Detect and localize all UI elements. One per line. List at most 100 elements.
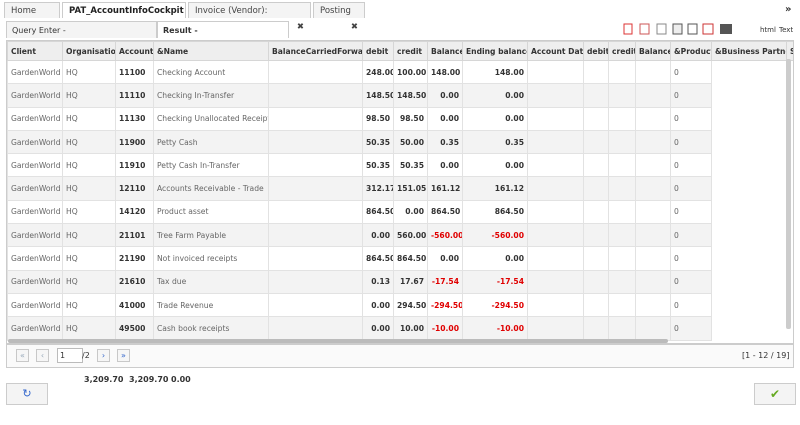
cell[interactable] bbox=[635, 176, 671, 201]
cell[interactable]: -10.00 bbox=[462, 316, 528, 341]
cell[interactable] bbox=[583, 59, 609, 85]
column-header[interactable]: BalanceCarriedForward bbox=[268, 41, 363, 61]
cell[interactable]: 0.00 bbox=[427, 83, 463, 108]
tab[interactable]: Home (17) bbox=[4, 2, 60, 32]
table-row[interactable]: GardenWorld HQ 11130 Checking Unallocated R… bbox=[7, 106, 793, 131]
text-export[interactable]: Text bbox=[779, 26, 794, 34]
cell[interactable]: 0.00 bbox=[462, 106, 528, 131]
column-header[interactable]: credit bbox=[393, 41, 428, 61]
cell[interactable]: Checking Unallocated Receipts bbox=[153, 106, 269, 131]
cell[interactable]: Cash book receipts bbox=[153, 316, 269, 341]
cell[interactable]: Product asset bbox=[153, 199, 269, 225]
cell[interactable]: 17.67 bbox=[393, 269, 428, 294]
cell[interactable]: Tax due bbox=[153, 269, 269, 294]
cell[interactable]: 100.00 bbox=[393, 59, 428, 85]
cell[interactable] bbox=[583, 246, 609, 271]
cell[interactable] bbox=[527, 246, 584, 271]
cell[interactable]: 50.35 bbox=[362, 129, 394, 155]
cell[interactable]: 148.00 bbox=[427, 59, 463, 85]
cell[interactable]: 0 bbox=[670, 246, 712, 271]
cell[interactable] bbox=[635, 83, 671, 108]
cell[interactable] bbox=[583, 106, 609, 131]
cell[interactable]: 21101 bbox=[115, 223, 154, 248]
cell[interactable] bbox=[635, 316, 671, 341]
cell[interactable] bbox=[608, 129, 636, 155]
cell[interactable] bbox=[608, 246, 636, 271]
cell[interactable] bbox=[635, 223, 671, 248]
cell[interactable]: GardenWorld bbox=[7, 316, 63, 341]
refresh-button[interactable]: ↻ bbox=[6, 383, 48, 405]
cell[interactable] bbox=[608, 223, 636, 248]
cell[interactable] bbox=[527, 292, 584, 318]
cell[interactable]: HQ bbox=[62, 106, 116, 131]
cell[interactable] bbox=[608, 106, 636, 131]
cell[interactable]: -294.50 bbox=[462, 292, 528, 318]
cell[interactable]: 0.00 bbox=[462, 83, 528, 108]
cell[interactable]: GardenWorld bbox=[7, 223, 63, 248]
cell[interactable]: 0 bbox=[670, 316, 712, 341]
ok-button[interactable]: ✔ bbox=[754, 383, 796, 405]
page-input[interactable]: 1 bbox=[57, 348, 83, 363]
cell[interactable]: 312.17 bbox=[362, 176, 394, 201]
cell[interactable]: Petty Cash bbox=[153, 129, 269, 155]
cell[interactable]: Not invoiced receipts bbox=[153, 246, 269, 271]
cell[interactable]: 49500 bbox=[115, 316, 154, 341]
cell[interactable] bbox=[527, 176, 584, 201]
next-page[interactable]: › bbox=[97, 349, 110, 362]
cell[interactable] bbox=[608, 83, 636, 108]
column-header[interactable]: Client bbox=[7, 41, 63, 61]
tab[interactable]: PAT_AccountInfoCockpit✖ bbox=[62, 2, 186, 32]
cell[interactable]: 161.12 bbox=[462, 176, 528, 201]
tab-label[interactable]: Posting bbox=[320, 6, 351, 16]
cell[interactable] bbox=[608, 153, 636, 178]
column-header[interactable]: Balance bbox=[635, 41, 671, 61]
cell[interactable]: GardenWorld bbox=[7, 176, 63, 201]
cell[interactable]: GardenWorld bbox=[7, 153, 63, 178]
table-row[interactable]: GardenWorld HQ 21101 Tree Farm Payable 0.00 5… bbox=[7, 223, 793, 248]
cell[interactable]: Tree Farm Payable bbox=[153, 223, 269, 248]
cell[interactable] bbox=[268, 316, 363, 341]
cell[interactable] bbox=[527, 153, 584, 178]
cell[interactable] bbox=[527, 59, 584, 85]
cell[interactable] bbox=[268, 269, 363, 294]
cell[interactable]: 294.50 bbox=[393, 292, 428, 318]
table-row[interactable]: GardenWorld HQ 11100 Checking Account 248.00… bbox=[7, 59, 793, 85]
table-row[interactable]: GardenWorld HQ 41000 Trade Revenue 0.00 294.5… bbox=[7, 292, 793, 318]
cell[interactable] bbox=[635, 129, 671, 155]
cell[interactable] bbox=[635, 292, 671, 318]
cell[interactable]: Trade Revenue bbox=[153, 292, 269, 318]
h-scrollbar[interactable] bbox=[8, 339, 668, 343]
cell[interactable]: 0.00 bbox=[427, 153, 463, 178]
cell[interactable]: 0 bbox=[670, 106, 712, 131]
cell[interactable]: 0 bbox=[670, 176, 712, 201]
cell[interactable] bbox=[583, 83, 609, 108]
cell[interactable]: -294.50 bbox=[427, 292, 463, 318]
cell[interactable]: GardenWorld bbox=[7, 269, 63, 294]
cell[interactable]: 151.05 bbox=[393, 176, 428, 201]
cell[interactable]: 864.50 bbox=[427, 199, 463, 225]
cell[interactable]: HQ bbox=[62, 316, 116, 341]
cell[interactable] bbox=[635, 106, 671, 131]
cell[interactable]: HQ bbox=[62, 176, 116, 201]
tab-close[interactable]: ✖ bbox=[296, 22, 304, 32]
cell[interactable]: 0.00 bbox=[427, 246, 463, 271]
cell[interactable]: 148.50 bbox=[393, 83, 428, 108]
cell[interactable]: HQ bbox=[62, 223, 116, 248]
cell[interactable]: 864.50 bbox=[362, 246, 394, 271]
cell[interactable] bbox=[635, 269, 671, 294]
cell[interactable]: HQ bbox=[62, 129, 116, 155]
column-header[interactable]: Account Date bbox=[527, 41, 584, 61]
cell[interactable] bbox=[268, 83, 363, 108]
cell[interactable] bbox=[635, 199, 671, 225]
cell[interactable]: -17.54 bbox=[427, 269, 463, 294]
subtab[interactable]: Query Enter - BalanceOfAccountsList bbox=[6, 21, 157, 52]
v-scrollbar[interactable] bbox=[786, 59, 791, 329]
cell[interactable] bbox=[527, 83, 584, 108]
cell[interactable]: 864.50 bbox=[462, 199, 528, 225]
cell[interactable]: HQ bbox=[62, 269, 116, 294]
collapse-icon[interactable]: » bbox=[785, 4, 792, 15]
cell[interactable] bbox=[268, 176, 363, 201]
cell[interactable]: 0 bbox=[670, 223, 712, 248]
cell[interactable] bbox=[635, 246, 671, 271]
cell[interactable]: 50.35 bbox=[393, 153, 428, 178]
